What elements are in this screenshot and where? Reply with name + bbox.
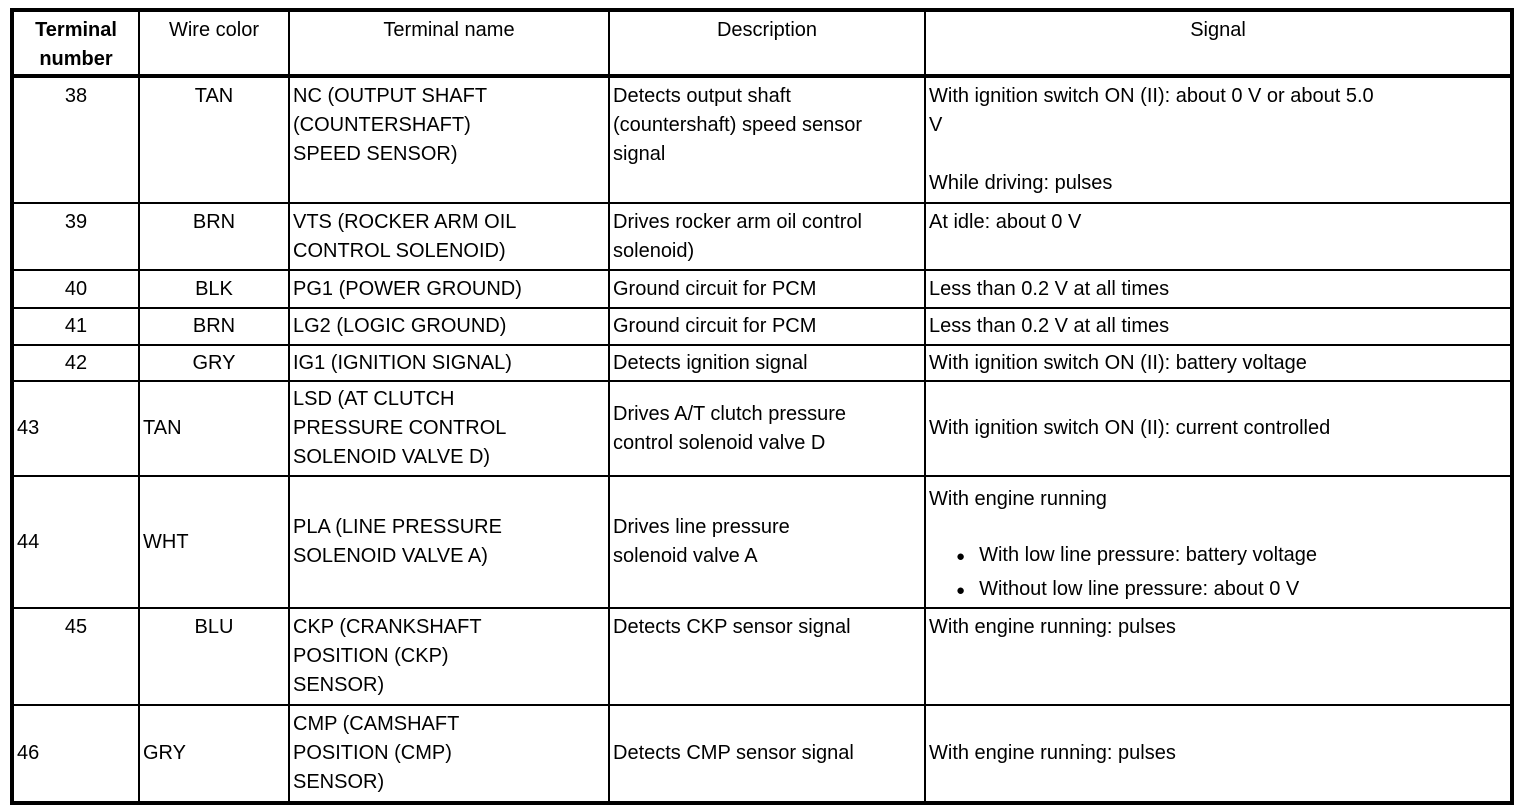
description-cell: Detects ignition signal — [608, 344, 926, 382]
description-cell: Drives A/T clutch pressure control solen… — [608, 380, 926, 477]
terminal-name-cell: PLA (LINE PRESSURE SOLENOID VALVE A) — [288, 475, 610, 609]
terminal-number-cell: 41 — [11, 307, 140, 346]
wire-color-cell: GRY — [138, 344, 290, 382]
wire-color-cell: GRY — [138, 704, 290, 804]
signal-bullet-item: ● With low line pressure: battery voltag… — [929, 539, 1507, 573]
description-cell: Detects CKP sensor signal — [608, 607, 926, 706]
table-row: 45 BLU CKP (CRANKSHAFT POSITION (CKP) SE… — [11, 607, 1513, 706]
terminal-name-cell: NC (OUTPUT SHAFT (COUNTERSHAFT) SPEED SE… — [288, 75, 610, 204]
terminal-number-cell: 40 — [11, 269, 140, 309]
table-row: 43 TAN LSD (AT CLUTCH PRESSURE CONTROL S… — [11, 380, 1513, 477]
description-cell: Drives rocker arm oil control solenoid) — [608, 202, 926, 271]
signal-bullet-text: Without low line pressure: about 0 V — [979, 578, 1300, 600]
terminal-name-cell: LSD (AT CLUTCH PRESSURE CONTROL SOLENOID… — [288, 380, 610, 477]
terminal-number-cell: 43 — [11, 380, 140, 477]
signal-bullet-item: ● Without low line pressure: about 0 V — [929, 573, 1507, 606]
table-row: 39 BRN VTS (ROCKER ARM OIL CONTROL SOLEN… — [11, 202, 1513, 271]
pcm-terminal-table: Terminal number Wire color Terminal name… — [10, 8, 1514, 805]
wire-color-cell: TAN — [138, 75, 290, 204]
terminal-name-cell: VTS (ROCKER ARM OIL CONTROL SOLENOID) — [288, 202, 610, 271]
table-row: 42 GRY IG1 (IGNITION SIGNAL) Detects ign… — [11, 344, 1513, 382]
signal-cell: With ignition switch ON (II): battery vo… — [924, 344, 1513, 382]
signal-cell: Less than 0.2 V at all times — [924, 307, 1513, 346]
terminal-name-cell: IG1 (IGNITION SIGNAL) — [288, 344, 610, 382]
header-terminal-number: Terminal number — [11, 9, 140, 78]
terminal-number-cell: 45 — [11, 607, 140, 706]
table-row: 41 BRN LG2 (LOGIC GROUND) Ground circuit… — [11, 307, 1513, 346]
terminal-number-cell: 46 — [11, 704, 140, 804]
wire-color-cell: BLK — [138, 269, 290, 309]
wire-color-cell: BRN — [138, 307, 290, 346]
signal-intro: With engine running — [929, 488, 1107, 510]
terminal-name-cell: CKP (CRANKSHAFT POSITION (CKP) SENSOR) — [288, 607, 610, 706]
terminal-number-cell: 42 — [11, 344, 140, 382]
terminal-number-cell: 38 — [11, 75, 140, 204]
signal-cell: With engine running ● With low line pres… — [924, 475, 1513, 609]
header-terminal-name: Terminal name — [288, 9, 610, 78]
signal-bullet-text: With low line pressure: battery voltage — [979, 544, 1317, 566]
signal-cell: Less than 0.2 V at all times — [924, 269, 1513, 309]
terminal-number-cell: 44 — [11, 475, 140, 609]
table-row: 46 GRY CMP (CAMSHAFT POSITION (CMP) SENS… — [11, 704, 1513, 804]
table-row: 40 BLK PG1 (POWER GROUND) Ground circuit… — [11, 269, 1513, 309]
signal-cell: With ignition switch ON (II): current co… — [924, 380, 1513, 477]
description-cell: Drives line pressure solenoid valve A — [608, 475, 926, 609]
bullet-icon: ● — [956, 582, 966, 599]
table-row: 44 WHT PLA (LINE PRESSURE SOLENOID VALVE… — [11, 475, 1513, 609]
wire-color-cell: BLU — [138, 607, 290, 706]
terminal-number-cell: 39 — [11, 202, 140, 271]
signal-cell: With ignition switch ON (II): about 0 V … — [924, 75, 1513, 204]
description-cell: Detects output shaft (countershaft) spee… — [608, 75, 926, 204]
terminal-name-cell: CMP (CAMSHAFT POSITION (CMP) SENSOR) — [288, 704, 610, 804]
header-wire-color: Wire color — [138, 9, 290, 78]
wire-color-cell: TAN — [138, 380, 290, 477]
signal-cell: With engine running: pulses — [924, 607, 1513, 706]
signal-cell: With engine running: pulses — [924, 704, 1513, 804]
bullet-icon: ● — [956, 548, 966, 565]
wire-color-cell: WHT — [138, 475, 290, 609]
signal-cell: At idle: about 0 V — [924, 202, 1513, 271]
description-cell: Detects CMP sensor signal — [608, 704, 926, 804]
spacer — [929, 514, 1507, 539]
table-row: 38 TAN NC (OUTPUT SHAFT (COUNTERSHAFT) S… — [11, 75, 1513, 204]
header-signal: Signal — [924, 9, 1513, 78]
terminal-name-cell: PG1 (POWER GROUND) — [288, 269, 610, 309]
terminal-name-cell: LG2 (LOGIC GROUND) — [288, 307, 610, 346]
description-cell: Ground circuit for PCM — [608, 269, 926, 309]
header-row: Terminal number Wire color Terminal name… — [11, 9, 1513, 78]
header-description: Description — [608, 9, 926, 78]
description-cell: Ground circuit for PCM — [608, 307, 926, 346]
wire-color-cell: BRN — [138, 202, 290, 271]
